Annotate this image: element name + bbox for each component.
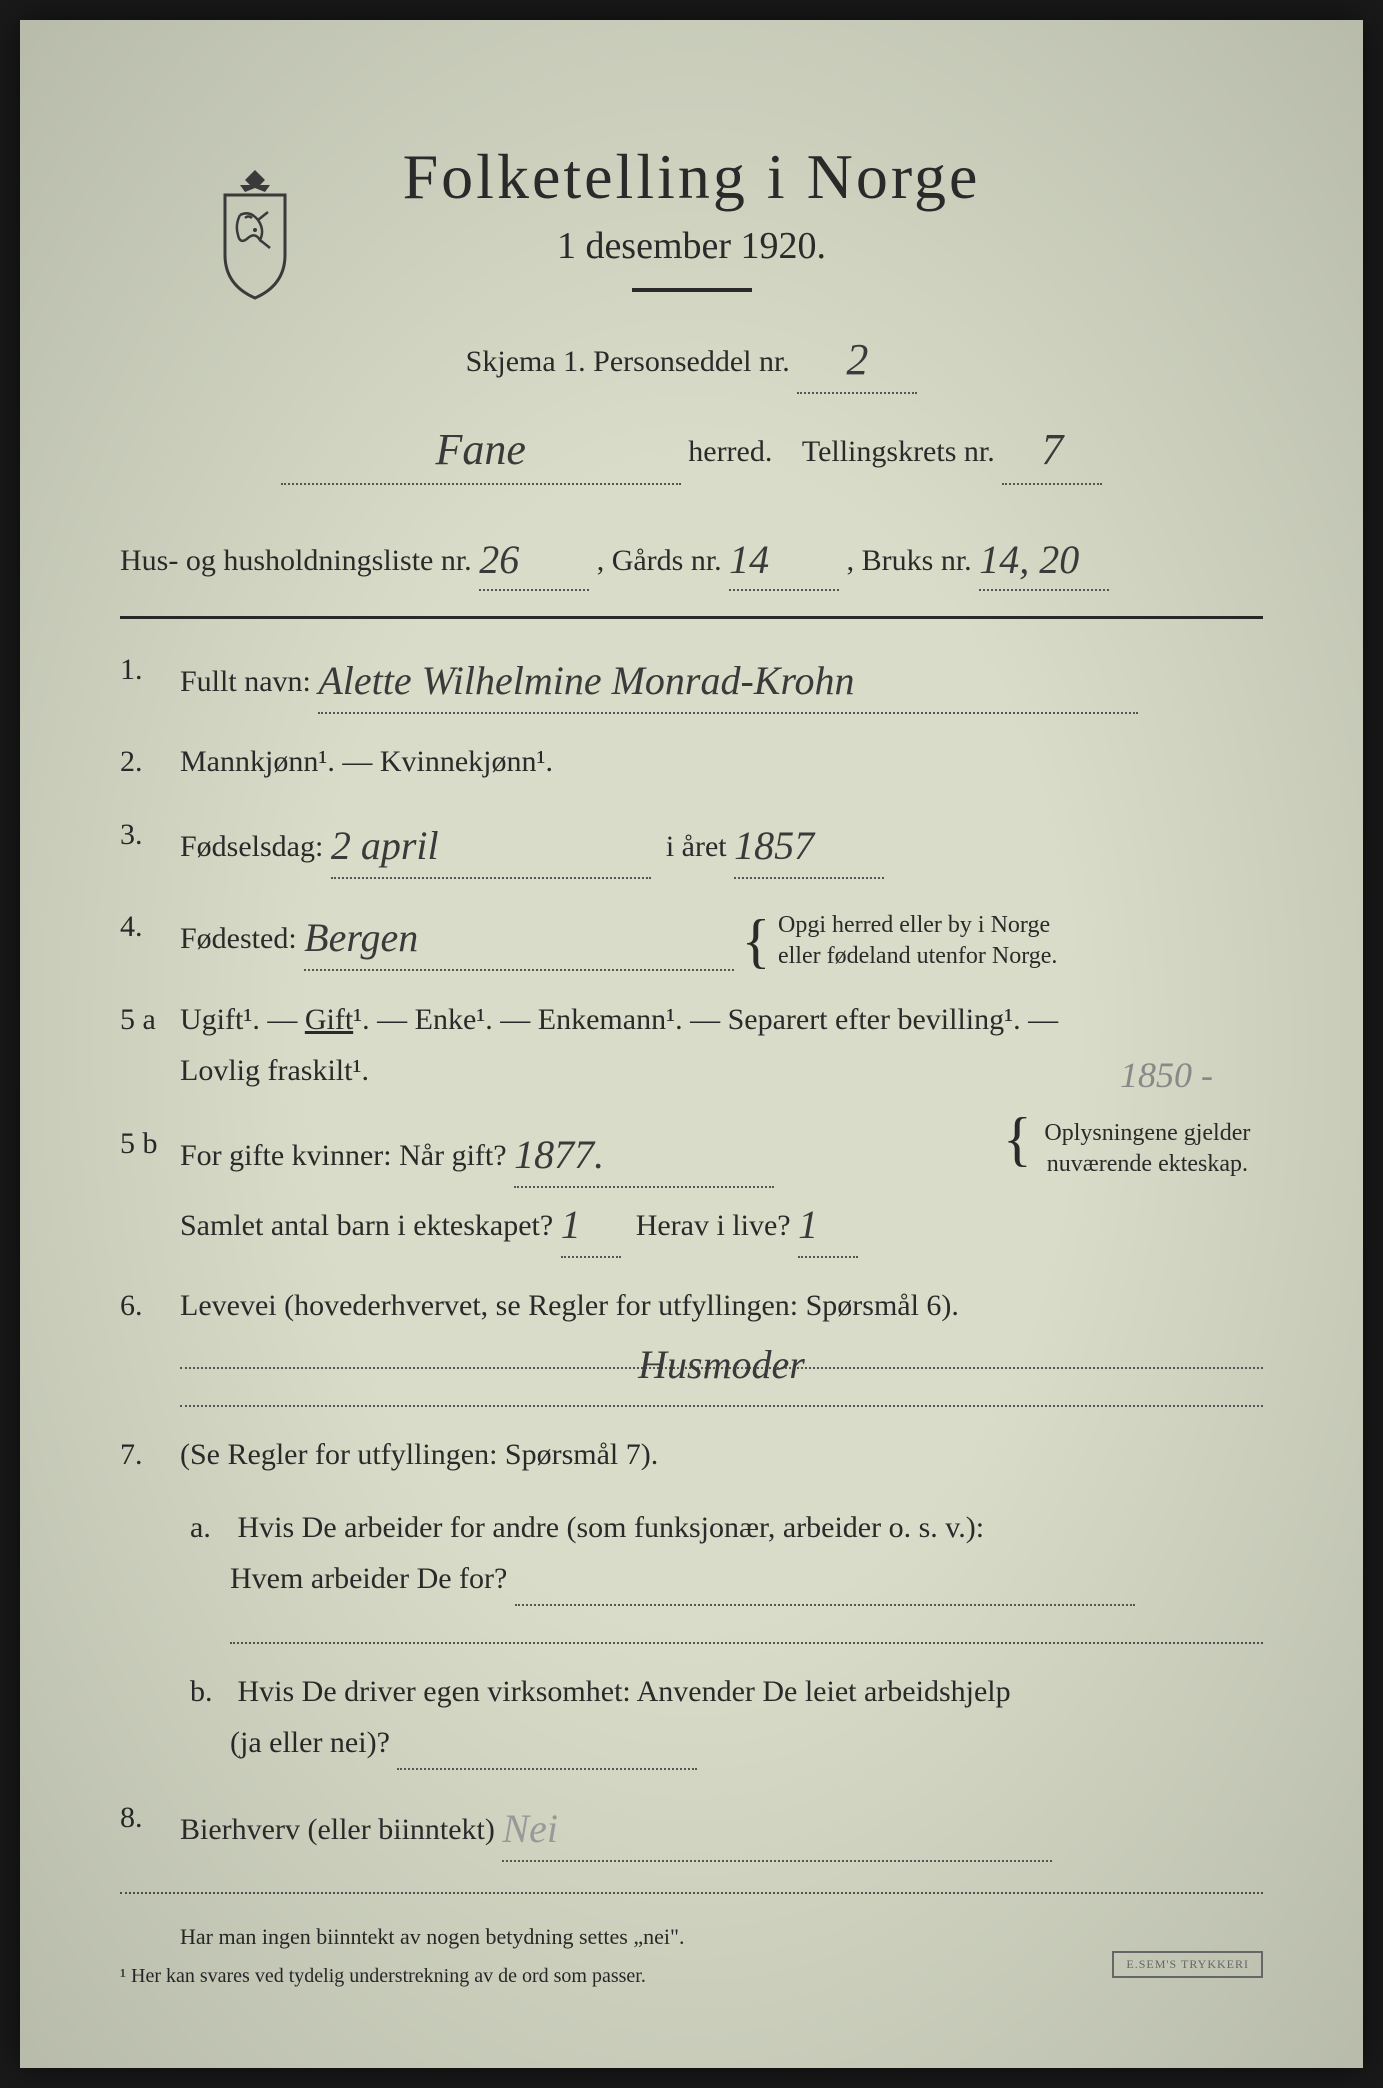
section-divider-1	[120, 616, 1263, 619]
question-7b: b. Hvis De driver egen virksomhet: Anven…	[190, 1666, 1263, 1770]
question-7: 7. (Se Regler for utfyllingen: Spørsmål …	[120, 1429, 1263, 1480]
q5b-label3: Herav i live?	[636, 1209, 791, 1242]
question-1: 1. Fullt navn: Alette Wilhelmine Monrad-…	[120, 644, 1263, 714]
question-8: 8. Bierhverv (eller biinntekt) Nei	[120, 1792, 1263, 1862]
q7b-letter: b.	[190, 1666, 230, 1717]
q1-value: Alette Wilhelmine Monrad-Krohn	[318, 658, 854, 703]
husholdning-line: Hus- og husholdningsliste nr. 26 , Gårds…	[120, 525, 1263, 591]
printer-stamp: E.SEM'S TRYKKERI	[1112, 1951, 1263, 1978]
q5a-num: 5 a	[120, 994, 180, 1096]
q1-num: 1.	[120, 644, 180, 714]
tellingskrets-label: Tellingskrets nr.	[802, 435, 995, 468]
q1-label: Fullt navn:	[180, 665, 311, 698]
skjema-line: Skjema 1. Personseddel nr. 2	[120, 322, 1263, 394]
q7a-text1: Hvis De arbeider for andre (som funksjon…	[238, 1511, 985, 1544]
q5a-text3: Lovlig fraskilt¹.	[180, 1054, 369, 1087]
q5b-note: Oplysningene gjelder nuværende ekteskap.	[1044, 1120, 1250, 1177]
q7a-text2: Hvem arbeider De for?	[230, 1562, 507, 1595]
q2-label: Mannkjønn¹. — Kvinnekjønn¹.	[180, 736, 1263, 787]
footnote-2: ¹ Her kan svares ved tydelig understrekn…	[120, 1965, 1263, 1988]
q5a-text1: Ugift¹. —	[180, 1003, 305, 1036]
herred-label: herred.	[688, 435, 772, 468]
husholdning-nr: 26	[479, 537, 519, 582]
q5a-pencil-note: 1850 -	[1120, 1045, 1213, 1106]
q5b-label2: Samlet antal barn i ekteskapet?	[180, 1209, 553, 1242]
q7b-text1: Hvis De driver egen virksomhet: Anvender…	[238, 1675, 1011, 1708]
document-page: Folketelling i Norge 1 desember 1920. Sk…	[20, 20, 1363, 2068]
header-block: Folketelling i Norge 1 desember 1920. Sk…	[120, 140, 1263, 485]
gards-nr: 14	[729, 537, 769, 582]
q8-label: Bierhverv (eller biinntekt)	[180, 1813, 495, 1846]
bruks-label: , Bruks nr.	[847, 544, 972, 577]
q6-label: Levevei (hovederhvervet, se Regler for u…	[180, 1289, 959, 1322]
q3-label: Fødselsdag:	[180, 830, 323, 863]
q5b-value3: 1	[798, 1202, 818, 1247]
q5b-value2: 1	[561, 1202, 581, 1247]
herred-value: Fane	[436, 425, 526, 474]
q3-day: 2 april	[331, 823, 439, 868]
q7b-text2: (ja eller nei)?	[230, 1726, 390, 1759]
q5b-num: 5 b	[120, 1118, 180, 1258]
q8-num: 8.	[120, 1792, 180, 1862]
coat-of-arms-icon	[210, 170, 300, 300]
title-divider	[632, 288, 752, 292]
tellingskrets-nr: 7	[1041, 425, 1063, 474]
question-5b: 5 b For gifte kvinner: Når gift? 1877. S…	[120, 1118, 1263, 1258]
q4-num: 4.	[120, 901, 180, 972]
q4-label: Fødested:	[180, 922, 297, 955]
q7a-letter: a.	[190, 1502, 230, 1553]
q7-num: 7.	[120, 1429, 180, 1480]
q7-label: (Se Regler for utfyllingen: Spørsmål 7).	[180, 1429, 1263, 1480]
q5b-value1: 1877.	[514, 1132, 604, 1177]
question-5a: 5 a Ugift¹. — Gift¹. — Enke¹. — Enkemann…	[120, 994, 1263, 1096]
bruks-nr: 14, 20	[979, 537, 1079, 582]
husholdning-label: Hus- og husholdningsliste nr.	[120, 544, 472, 577]
q5b-label1: For gifte kvinner: Når gift?	[180, 1139, 507, 1172]
q4-note: Opgi herred eller by i Norge eller fødel…	[778, 910, 1058, 972]
question-4: 4. Fødested: Bergen { Opgi herred eller …	[120, 901, 1263, 972]
q6-value: Husmoder	[638, 1342, 805, 1387]
skjema-label: Skjema 1. Personseddel nr.	[466, 345, 790, 378]
question-6: 6. Levevei (hovederhvervet, se Regler fo…	[120, 1280, 1263, 1407]
question-7a: a. Hvis De arbeider for andre (som funks…	[190, 1502, 1263, 1644]
q8-value: Nei	[502, 1806, 558, 1851]
q5a-gift: Gift	[305, 1003, 353, 1036]
q3-year-label: i året	[666, 830, 727, 863]
q5a-text2: ¹. — Enke¹. — Enkemann¹. — Separert efte…	[353, 1003, 1058, 1036]
personseddel-nr: 2	[846, 335, 868, 384]
q3-year: 1857	[734, 823, 814, 868]
question-3: 3. Fødselsdag: 2 april i året 1857	[120, 809, 1263, 879]
gards-label: , Gårds nr.	[597, 544, 722, 577]
bottom-dotted-line	[120, 1892, 1263, 1894]
herred-line: Fane herred. Tellingskrets nr. 7	[120, 412, 1263, 484]
q4-value: Bergen	[304, 915, 418, 960]
q2-num: 2.	[120, 736, 180, 787]
question-2: 2. Mannkjønn¹. — Kvinnekjønn¹.	[120, 736, 1263, 787]
footnote-1: Har man ingen biinntekt av nogen betydni…	[180, 1924, 1263, 1950]
q3-num: 3.	[120, 809, 180, 879]
q6-num: 6.	[120, 1280, 180, 1407]
